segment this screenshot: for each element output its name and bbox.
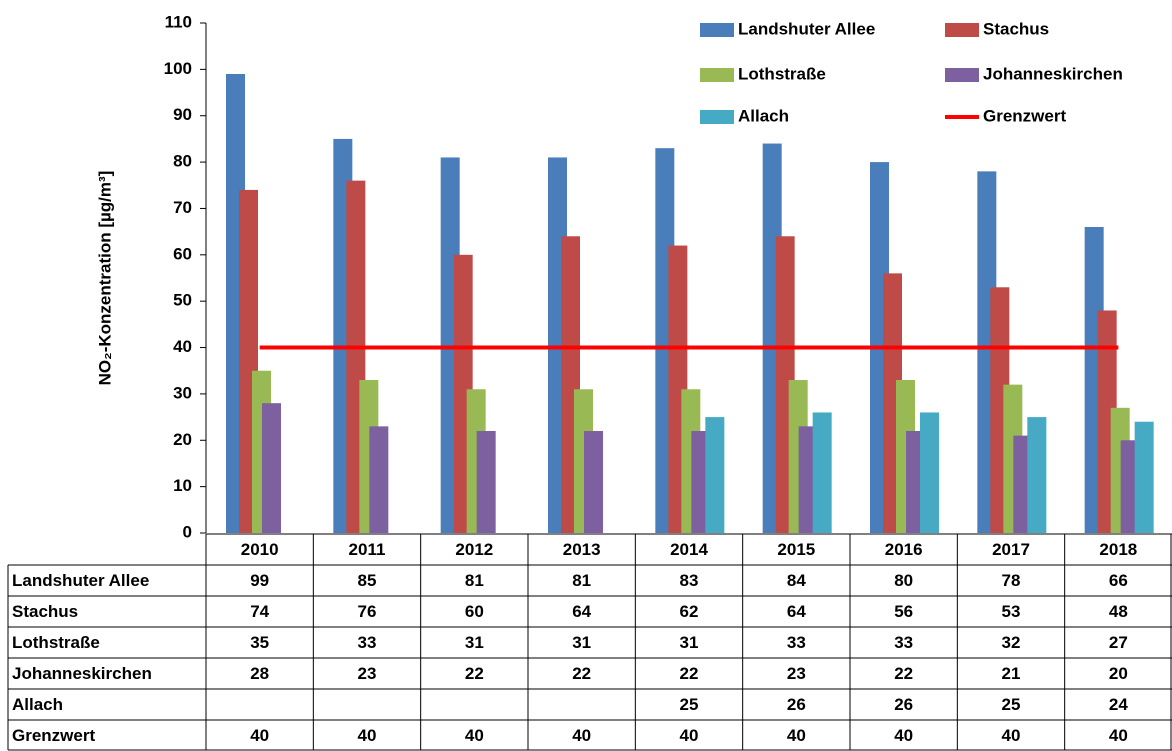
table-cell: 26 — [787, 695, 806, 714]
y-tick-label: 0 — [183, 522, 192, 541]
table-cell: 31 — [572, 633, 591, 652]
legend-swatch — [700, 68, 734, 82]
y-tick-label: 30 — [173, 383, 192, 402]
bar — [705, 417, 725, 533]
table-cell: 40 — [1002, 726, 1021, 745]
bar — [584, 431, 603, 533]
table-cell: 22 — [465, 664, 484, 683]
y-axis-label: NO₂-Konzentration [µg/m³] — [95, 171, 114, 386]
table-cell: 40 — [680, 726, 699, 745]
y-tick-label: 100 — [164, 59, 192, 78]
table-row-label: Landshuter Allee — [12, 571, 149, 590]
table-cell: 83 — [680, 571, 699, 590]
legend-swatch — [700, 110, 734, 124]
table-cell: 40 — [250, 726, 269, 745]
table-row-label: Lothstraße — [12, 633, 100, 652]
x-tick-label: 2011 — [349, 540, 386, 559]
legend-label: Landshuter Allee — [738, 19, 875, 38]
table-cell: 21 — [1002, 664, 1021, 683]
legend-swatch — [945, 23, 979, 37]
table-cell: 53 — [1002, 602, 1021, 621]
legend-label: Stachus — [983, 19, 1049, 38]
x-tick-label: 2016 — [885, 540, 923, 559]
table-row-label: Grenzwert — [12, 726, 95, 745]
table-cell: 81 — [465, 571, 484, 590]
y-tick-label: 20 — [173, 430, 192, 449]
table-cell: 31 — [465, 633, 484, 652]
table-cell: 20 — [1109, 664, 1128, 683]
table-cell: 33 — [358, 633, 377, 652]
table-cell: 76 — [358, 602, 377, 621]
table-cell: 64 — [787, 602, 806, 621]
table-cell: 40 — [572, 726, 591, 745]
x-tick-label: 2017 — [992, 540, 1030, 559]
bar — [369, 426, 389, 533]
y-tick-label: 50 — [173, 291, 192, 310]
bar — [262, 403, 281, 533]
table-cell: 80 — [894, 571, 913, 590]
bar — [1027, 417, 1047, 533]
table-cell: 27 — [1109, 633, 1128, 652]
table-cell: 40 — [1109, 726, 1128, 745]
y-tick-label: 110 — [165, 12, 192, 31]
x-tick-label: 2014 — [670, 540, 708, 559]
table-row-label: Johanneskirchen — [12, 664, 152, 683]
y-tick-label: 90 — [173, 105, 192, 124]
table-cell: 32 — [1002, 633, 1021, 652]
bar — [920, 412, 939, 533]
legend-label: Lothstraße — [738, 64, 826, 83]
table-cell: 35 — [250, 633, 269, 652]
y-tick-label: 40 — [173, 337, 192, 356]
table-cell: 28 — [250, 664, 269, 683]
table-row-label: Stachus — [12, 602, 78, 621]
x-tick-label: 2013 — [563, 540, 601, 559]
x-tick-label: 2018 — [1099, 540, 1137, 559]
table-cell: 74 — [250, 602, 269, 621]
table-cell: 62 — [680, 602, 699, 621]
table-cell: 81 — [572, 571, 591, 590]
table-cell: 22 — [894, 664, 913, 683]
x-tick-label: 2015 — [777, 540, 815, 559]
legend-swatch — [700, 23, 734, 37]
table-cell: 84 — [787, 571, 806, 590]
table-cell: 26 — [894, 695, 913, 714]
table-cell: 25 — [1002, 695, 1021, 714]
table-cell: 48 — [1109, 602, 1128, 621]
x-tick-label: 2012 — [455, 540, 493, 559]
legend-swatch — [945, 68, 979, 82]
table-cell: 33 — [894, 633, 913, 652]
table-cell: 23 — [358, 664, 377, 683]
table-cell: 78 — [1002, 571, 1021, 590]
table-cell: 66 — [1109, 571, 1128, 590]
table-cell: 23 — [787, 664, 806, 683]
table-cell: 56 — [894, 602, 913, 621]
bar — [476, 431, 496, 533]
bar — [812, 412, 832, 533]
y-tick-label: 60 — [173, 244, 192, 263]
table-row-label: Allach — [12, 695, 63, 714]
table-cell: 40 — [787, 726, 806, 745]
table-cell: 24 — [1109, 695, 1128, 714]
table-cell: 40 — [894, 726, 913, 745]
table-cell: 60 — [465, 602, 484, 621]
table-cell: 85 — [358, 571, 377, 590]
legend-label: Johanneskirchen — [983, 64, 1123, 83]
legend-label: Allach — [738, 106, 789, 125]
table-cell: 31 — [680, 633, 699, 652]
y-tick-label: 10 — [173, 476, 192, 495]
x-tick-label: 2010 — [241, 540, 279, 559]
table-cell: 64 — [572, 602, 591, 621]
table-cell: 99 — [250, 571, 269, 590]
table-cell: 33 — [787, 633, 806, 652]
y-tick-label: 80 — [173, 152, 192, 171]
table-cell: 40 — [358, 726, 377, 745]
y-tick-label: 70 — [173, 198, 192, 217]
table-cell: 25 — [680, 695, 699, 714]
legend-label: Grenzwert — [983, 106, 1066, 125]
table-cell: 22 — [572, 664, 591, 683]
table-cell: 22 — [680, 664, 699, 683]
bar — [1134, 421, 1154, 533]
table-cell: 40 — [465, 726, 484, 745]
